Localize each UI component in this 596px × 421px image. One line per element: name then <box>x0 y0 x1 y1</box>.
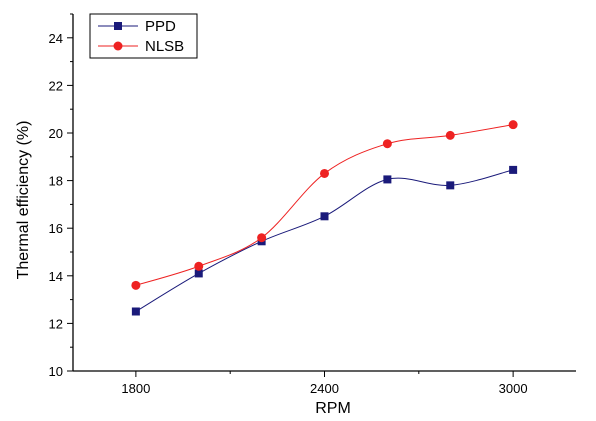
series-nlsb-point <box>445 130 455 140</box>
legend: PPD NLSB <box>89 13 198 59</box>
legend-nlsb-label: NLSB <box>145 38 184 55</box>
series-nlsb-point <box>131 280 141 290</box>
series-layer <box>131 120 518 316</box>
series-ppd-point <box>509 165 518 174</box>
series-ppd-point <box>194 269 203 278</box>
series-nlsb-point <box>194 261 204 271</box>
y-tick-label: 24 <box>49 31 63 46</box>
x-tick-label: 3000 <box>499 381 528 396</box>
series-ppd-point <box>131 307 140 316</box>
x-axis-title: RPM <box>315 400 351 417</box>
y-tick-label: 10 <box>49 364 63 379</box>
legend-nlsb-marker <box>113 41 123 51</box>
series-nlsb-line <box>135 124 514 286</box>
y-tick-label: 20 <box>49 126 63 141</box>
series-ppd-point <box>383 175 392 184</box>
plot-area <box>72 14 576 372</box>
y-axis-title: Thermal efficiency (%) <box>15 121 32 280</box>
legend-ppd-marker <box>114 22 122 30</box>
legend-box <box>89 13 198 59</box>
series-ppd-line <box>135 169 514 312</box>
series-ppd-point <box>446 181 455 190</box>
series-ppd-point <box>320 212 329 221</box>
x-tick-label: 1800 <box>121 381 150 396</box>
y-axis-ticks: 10 12 14 16 18 20 22 24 <box>49 13 73 379</box>
y-tick-label: 16 <box>49 221 63 236</box>
y-tick-label: 18 <box>49 174 63 189</box>
x-axis-ticks: 1800 2400 3000 <box>121 371 528 396</box>
x-tick-label: 2400 <box>310 381 339 396</box>
series-nlsb-point <box>382 139 392 149</box>
y-tick-label: 12 <box>49 316 63 331</box>
y-tick-label: 14 <box>49 269 63 284</box>
series-nlsb-point <box>257 233 267 243</box>
legend-ppd-label: PPD <box>145 18 176 35</box>
series-nlsb-point <box>320 168 329 178</box>
series-nlsb-point <box>508 120 518 130</box>
y-tick-label: 22 <box>49 78 63 93</box>
